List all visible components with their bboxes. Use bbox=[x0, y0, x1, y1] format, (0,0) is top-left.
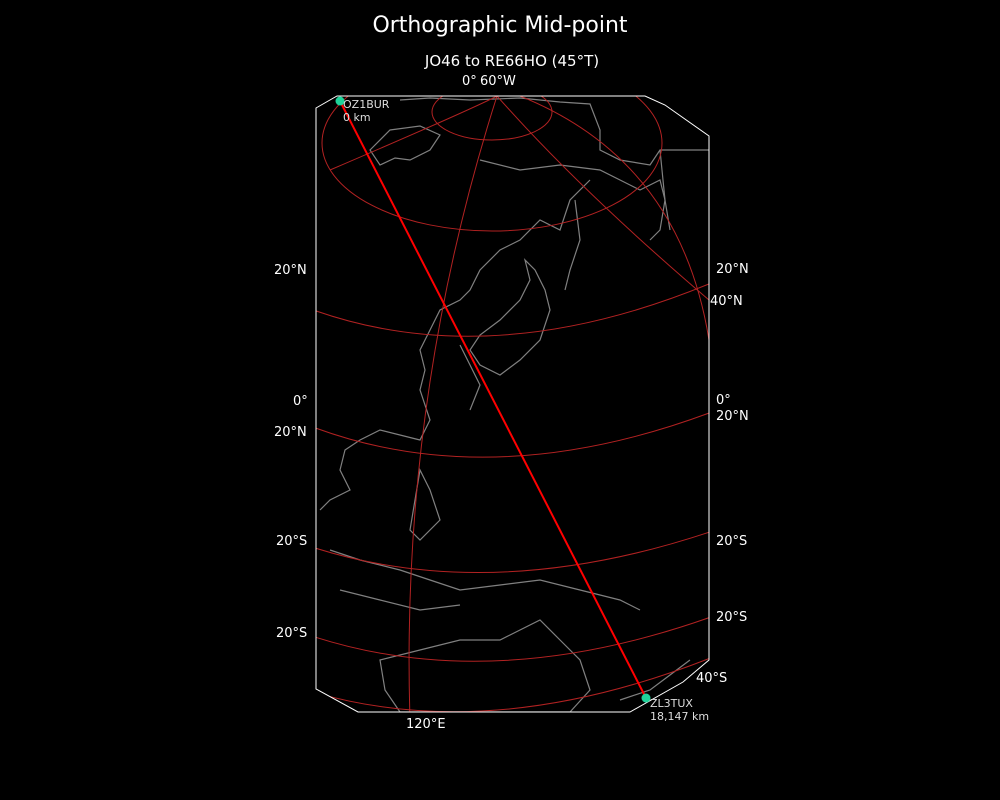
station-call: ZL3TUX bbox=[650, 697, 693, 710]
grid-label-right-3: 20°N bbox=[716, 409, 749, 424]
station-label-start: OZ1BUR 0 km bbox=[343, 98, 389, 124]
grid-label-right-1: 40°N bbox=[710, 294, 743, 309]
grid-label-left-4: 20°S bbox=[276, 626, 308, 641]
grid-label-left-2: 20°N bbox=[274, 425, 307, 440]
map-boundary bbox=[315, 95, 710, 713]
grid-label-left-3: 20°S bbox=[276, 534, 308, 549]
grid-label-right-5: 20°S bbox=[716, 610, 748, 625]
station-marker-start[interactable] bbox=[335, 96, 345, 106]
grid-label-right-0: 20°N bbox=[716, 262, 749, 277]
station-call: OZ1BUR bbox=[343, 98, 390, 111]
graticule bbox=[316, 96, 709, 712]
grid-label-right-2: 0° bbox=[716, 393, 731, 408]
grid-label-right-4: 20°S bbox=[716, 534, 748, 549]
grid-label-bottom-0: 120°E bbox=[406, 717, 446, 732]
grid-label-top-1: 60°W bbox=[480, 74, 516, 89]
station-distance: 18,147 km bbox=[650, 710, 710, 723]
grid-label-top-0: 0° bbox=[462, 74, 477, 89]
grid-label-right-6: 40°S bbox=[696, 671, 728, 686]
station-label-end: ZL3TUX 18,147 km bbox=[650, 697, 709, 723]
coastlines bbox=[319, 97, 709, 712]
great-circle-path bbox=[339, 100, 647, 699]
map-subtitle: JO46 to RE66HO (45°T) bbox=[424, 52, 600, 70]
grid-label-left-0: 20°N bbox=[274, 263, 307, 278]
grid-label-left-1: 0° bbox=[293, 394, 308, 409]
station-marker-end[interactable] bbox=[641, 693, 651, 703]
station-distance: 0 km bbox=[343, 111, 371, 124]
figure-title: Orthographic Mid-point bbox=[372, 13, 628, 38]
